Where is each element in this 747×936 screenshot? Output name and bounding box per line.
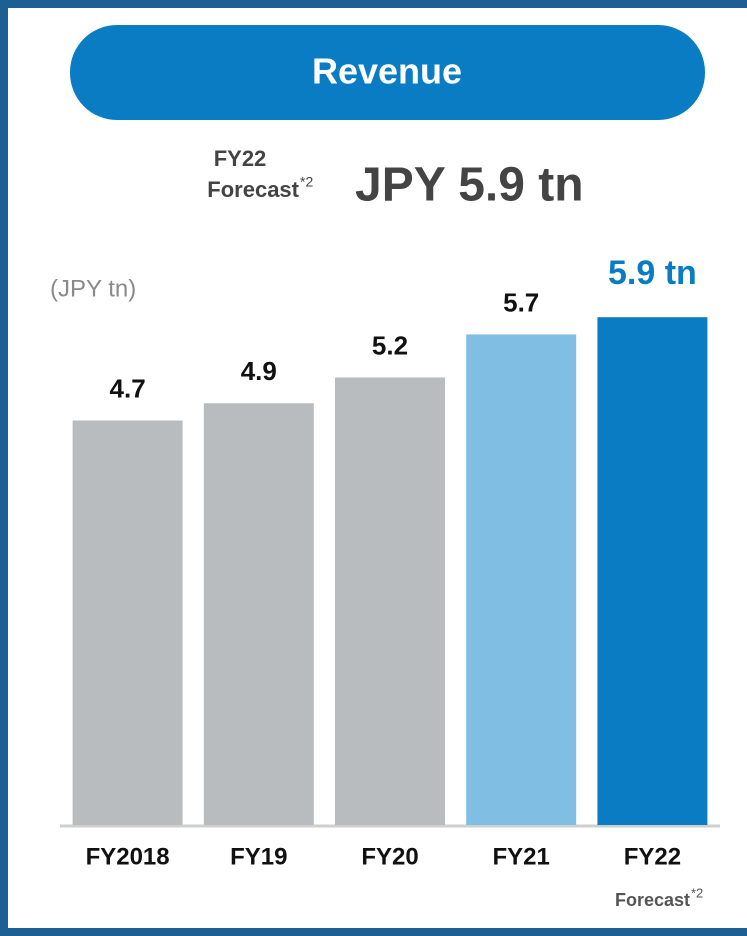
x-tick-label: FY2018 bbox=[86, 843, 170, 870]
value-label: 5.9 tn bbox=[608, 254, 697, 292]
forecast-mark: *2 bbox=[300, 174, 313, 190]
x-tick-label: FY20 bbox=[361, 843, 418, 870]
x-tick-label: FY19 bbox=[230, 843, 287, 870]
headline: JPY 5.9 tn bbox=[355, 159, 584, 212]
bar bbox=[335, 377, 445, 825]
forecast-sub: Forecast bbox=[207, 177, 299, 202]
forecast-label: FY22 bbox=[214, 146, 267, 171]
value-label: 4.7 bbox=[110, 373, 146, 403]
x-tick-label: FY22 bbox=[624, 843, 681, 870]
bar bbox=[72, 420, 183, 825]
value-label: 5.7 bbox=[503, 287, 539, 317]
title-pill bbox=[70, 25, 705, 120]
value-label: 5.2 bbox=[372, 330, 408, 360]
x-tick-label: FY21 bbox=[493, 843, 550, 870]
bar bbox=[597, 317, 708, 825]
bar bbox=[203, 403, 314, 825]
category-note-sub: Forecast bbox=[615, 890, 690, 910]
value-label: 4.9 bbox=[241, 356, 277, 386]
bar bbox=[466, 334, 577, 825]
unit-label: (JPY tn) bbox=[50, 275, 136, 302]
chart-title: Revenue bbox=[312, 51, 462, 92]
category-note-mark: *2 bbox=[691, 885, 703, 900]
